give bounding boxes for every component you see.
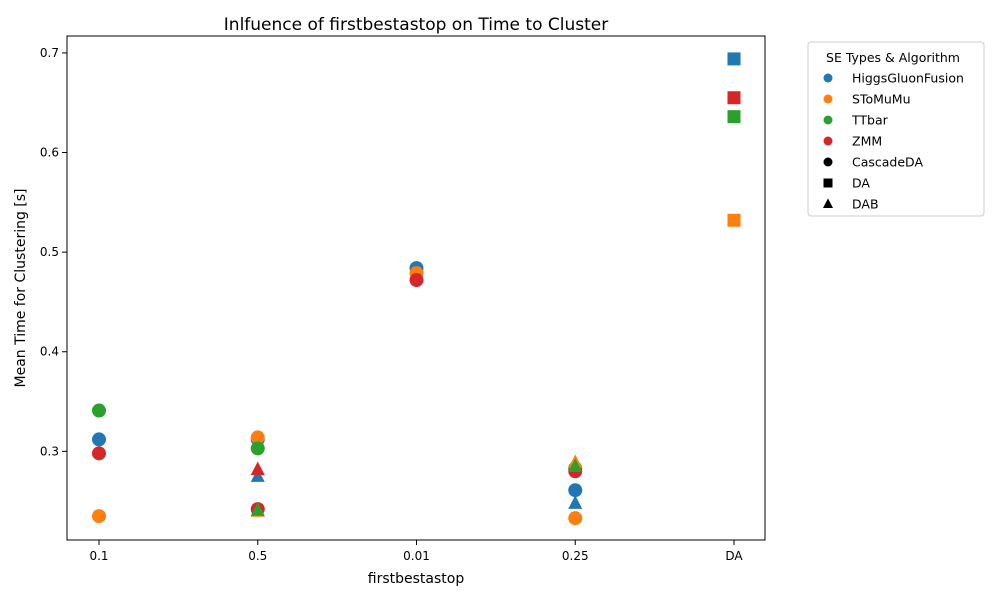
x-tick-label: 0.5 <box>248 549 267 563</box>
data-point <box>727 110 741 124</box>
data-point <box>250 441 265 456</box>
x-axis-label: firstbestastop <box>368 571 465 587</box>
legend-marker <box>823 73 833 83</box>
legend-marker <box>823 157 833 167</box>
legend-marker <box>823 94 833 104</box>
x-tick-label: 0.25 <box>562 549 589 563</box>
data-point <box>568 495 583 509</box>
x-tick-label: 0.01 <box>403 549 430 563</box>
data-point <box>92 446 106 461</box>
legend-label: CascadeDA <box>852 155 923 170</box>
y-tick-label: 0.5 <box>40 245 59 259</box>
y-axis-label: Mean Time for Clustering [s] <box>13 188 29 387</box>
data-point <box>250 502 265 516</box>
plot-area <box>92 52 741 526</box>
data-point <box>727 213 741 227</box>
chart-title: Inlfuence of firstbestastop on Time to C… <box>224 15 608 35</box>
x-tick-label: 0.1 <box>89 549 108 563</box>
data-point <box>250 468 265 482</box>
data-point <box>92 432 106 447</box>
y-tick-label: 0.4 <box>40 345 59 359</box>
data-point <box>92 403 106 418</box>
legend-label: DAB <box>852 197 879 212</box>
data-point <box>250 430 265 445</box>
y-tick-label: 0.3 <box>40 444 59 458</box>
legend-label: TTbar <box>851 113 889 128</box>
data-point <box>727 52 741 66</box>
legend-title: SE Types & Algorithm <box>826 50 960 65</box>
legend-marker <box>823 198 833 209</box>
legend-label: ZMM <box>852 134 882 149</box>
legend-marker <box>823 136 833 146</box>
legend-marker <box>823 115 833 125</box>
y-axis: 0.3 0.4 0.5 0.6 0.7 <box>40 46 67 458</box>
data-point <box>568 458 583 472</box>
data-point <box>409 273 424 288</box>
legend: SE Types & Algorithm HiggsGluonFusion STo… <box>807 41 985 217</box>
y-tick-label: 0.7 <box>40 46 59 60</box>
plot-frame <box>66 35 766 541</box>
legend-marker <box>823 178 833 188</box>
y-tick-label: 0.6 <box>40 146 59 160</box>
data-point <box>92 509 106 524</box>
x-tick-label: DA <box>725 549 743 563</box>
x-axis: 0.1 0.5 0.01 0.25 DA <box>89 540 743 563</box>
legend-label: SToMuMu <box>852 92 911 107</box>
legend-label: DA <box>852 176 870 191</box>
legend-label: HiggsGluonFusion <box>852 71 964 86</box>
data-point <box>727 91 741 105</box>
data-point <box>250 461 265 475</box>
data-point <box>568 511 583 526</box>
data-point <box>568 483 583 498</box>
legend-box <box>807 41 985 217</box>
